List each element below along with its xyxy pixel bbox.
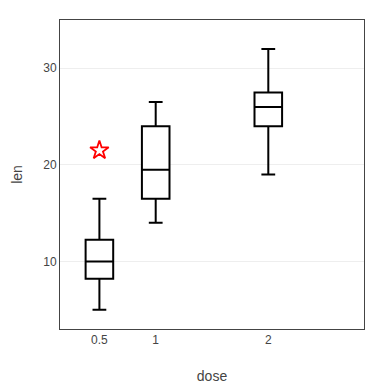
svg-text:20: 20: [43, 158, 57, 172]
svg-text:10: 10: [43, 255, 57, 269]
svg-text:2: 2: [265, 333, 272, 347]
svg-text:1: 1: [152, 333, 159, 347]
svg-text:dose: dose: [197, 368, 228, 384]
svg-text:0.5: 0.5: [91, 333, 108, 347]
svg-text:30: 30: [43, 61, 57, 75]
svg-text:len: len: [9, 165, 25, 184]
